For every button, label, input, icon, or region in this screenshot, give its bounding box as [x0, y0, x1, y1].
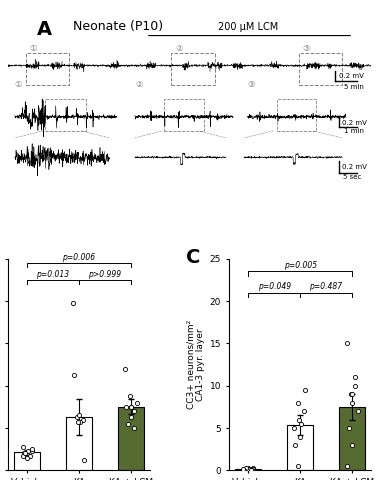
Text: Neonate (P10): Neonate (P10) — [73, 20, 163, 33]
Text: C: C — [186, 248, 200, 267]
Text: p=0.049: p=0.049 — [258, 282, 291, 291]
Text: ③: ③ — [248, 80, 255, 89]
Bar — [118, 407, 144, 470]
Bar — [339, 407, 365, 470]
Text: ①: ① — [15, 80, 22, 89]
Text: 5 min: 5 min — [344, 84, 364, 90]
Text: 5 sec: 5 sec — [343, 174, 362, 180]
Text: p=0.487: p=0.487 — [310, 282, 343, 291]
Text: A: A — [37, 20, 52, 39]
Text: p=0.013: p=0.013 — [36, 270, 69, 278]
Text: p=0.005: p=0.005 — [283, 261, 316, 270]
Text: p=0.006: p=0.006 — [63, 252, 96, 262]
Text: 0.2 mV: 0.2 mV — [339, 73, 363, 79]
Text: 200 μM LCM: 200 μM LCM — [218, 22, 278, 32]
Bar — [14, 453, 40, 470]
Bar — [66, 418, 92, 470]
Text: ②: ② — [135, 80, 143, 89]
Y-axis label: CC3+ neurons/mm²
CA1-3 pyr. layer: CC3+ neurons/mm² CA1-3 pyr. layer — [186, 320, 205, 409]
Text: 0.2 mV: 0.2 mV — [342, 120, 367, 126]
Text: 1 min: 1 min — [344, 128, 364, 134]
Text: 0.2 mV: 0.2 mV — [342, 164, 367, 170]
Bar — [235, 468, 261, 470]
Bar — [287, 425, 313, 470]
Text: p>0.999: p>0.999 — [88, 270, 121, 278]
Text: ③: ③ — [302, 44, 310, 53]
Text: ②: ② — [175, 44, 182, 53]
Text: ①: ① — [30, 44, 37, 53]
